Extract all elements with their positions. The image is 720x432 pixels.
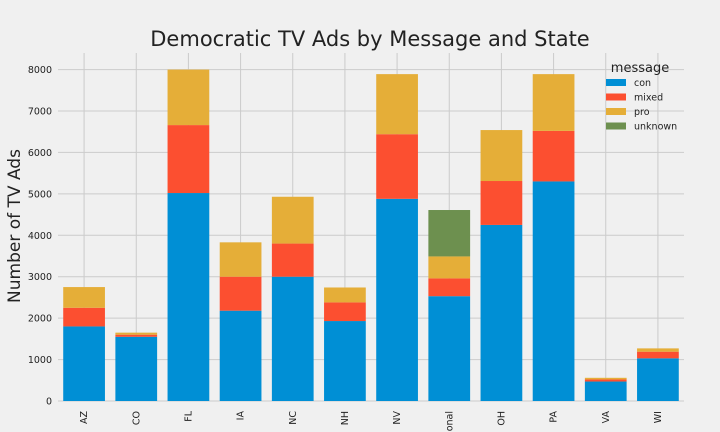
y-tick-label: 2000 xyxy=(28,314,52,325)
bar-segment-pro xyxy=(63,287,105,308)
axes: 0 1000 2000 3000 4000 5000 6000 7000 8000 AZ CO FL I… xyxy=(28,65,664,432)
bar-segment-pro xyxy=(324,287,366,303)
legend-label-pro: pro xyxy=(634,107,650,118)
bar-segment-pro xyxy=(532,74,575,131)
bar-segment-con xyxy=(167,193,210,401)
bar-segment-pro xyxy=(115,332,158,335)
legend: message con mixed pro unknown xyxy=(606,61,677,133)
bar-segment-con xyxy=(115,336,158,401)
bar-segment-con xyxy=(324,321,366,401)
x-tick-label: IA xyxy=(236,411,247,421)
bar-segment-unknown xyxy=(428,210,471,257)
y-tick-label: 6000 xyxy=(28,148,52,159)
bars xyxy=(63,69,679,401)
x-tick-label: NV xyxy=(392,411,403,425)
bar-segment-pro xyxy=(167,69,210,126)
bar-segment-con xyxy=(219,310,262,401)
bar-segment-mixed xyxy=(324,302,366,322)
y-tick-label: 7000 xyxy=(28,107,52,118)
bar-segment-mixed xyxy=(271,243,314,277)
x-tick-label: AZ xyxy=(79,411,90,424)
y-tick-label: 0 xyxy=(46,397,52,408)
legend-title: message xyxy=(611,61,669,76)
legend-swatch-pro xyxy=(606,108,626,115)
bar-segment-con xyxy=(532,181,575,401)
x-tick-label: FL xyxy=(183,410,194,421)
legend-swatch-con xyxy=(606,79,626,86)
y-tick-label: 5000 xyxy=(28,189,52,200)
x-tick-label: NH xyxy=(340,411,351,425)
bar-segment-pro xyxy=(219,242,262,277)
x-tick-label: NC xyxy=(288,411,299,425)
legend-label-con: con xyxy=(634,78,651,89)
bar-segment-mixed xyxy=(428,278,471,297)
bar-segment-mixed xyxy=(63,307,105,327)
y-tick-label: 1000 xyxy=(28,355,52,366)
bar-segment-mixed xyxy=(376,134,418,199)
bar-segment-mixed xyxy=(584,379,627,382)
legend-swatch-unknown xyxy=(606,122,626,130)
bar-segment-mixed xyxy=(480,181,523,225)
bar-segment-pro xyxy=(428,256,471,279)
bar-segment-mixed xyxy=(167,125,210,194)
bar-segment-con xyxy=(584,381,627,401)
x-tick-label: CO xyxy=(131,411,142,425)
legend-swatch-mixed xyxy=(606,93,626,101)
x-tick-label: WI xyxy=(653,411,664,423)
bar-segment-con xyxy=(63,326,105,401)
x-tick-label: OH xyxy=(496,411,507,426)
bar-segment-pro xyxy=(376,74,418,135)
legend-label-mixed: mixed xyxy=(634,93,663,104)
bar-segment-mixed xyxy=(115,334,158,337)
x-tick-label: ional xyxy=(444,411,455,432)
y-axis-label: Number of TV Ads xyxy=(5,149,25,303)
bar-segment-pro xyxy=(584,377,627,380)
bar-segment-mixed xyxy=(219,276,262,311)
y-tick-label: 8000 xyxy=(28,65,52,76)
bar-segment-con xyxy=(637,358,679,401)
bar-segment-mixed xyxy=(532,130,575,182)
bar-segment-con xyxy=(376,198,418,401)
bar-segment-pro xyxy=(271,196,314,244)
x-tick-label: PA xyxy=(549,411,560,423)
y-tick-label: 3000 xyxy=(28,272,52,283)
bar-segment-con xyxy=(271,276,314,401)
bar-segment-con xyxy=(480,224,523,401)
x-tick-label: VA xyxy=(601,410,612,423)
bar-segment-pro xyxy=(480,130,523,182)
y-tick-label: 4000 xyxy=(28,231,52,242)
bar-segment-mixed xyxy=(637,351,679,359)
legend-label-unknown: unknown xyxy=(634,122,677,133)
bar-segment-pro xyxy=(637,348,679,352)
chart-title: Democratic TV Ads by Message and State xyxy=(150,27,589,51)
bar-segment-con xyxy=(428,296,471,401)
